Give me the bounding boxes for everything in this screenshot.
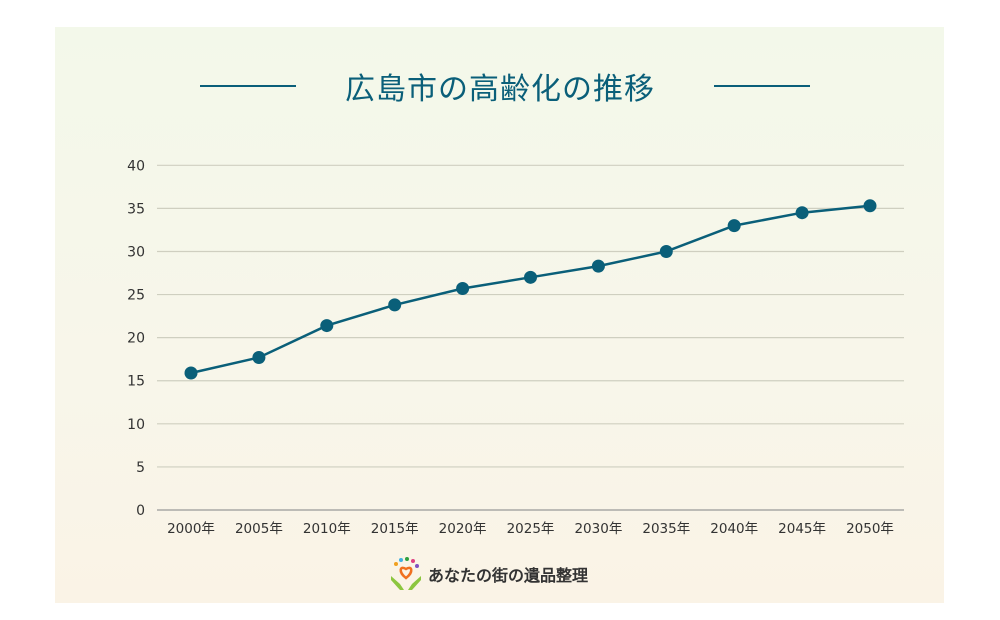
x-tick-label: 2000年 [167, 521, 215, 537]
y-tick-label: 20 [127, 331, 145, 347]
x-tick-label: 2025年 [507, 521, 555, 537]
series-line [190, 204, 871, 375]
data-point [320, 319, 334, 333]
y-tick-label: 25 [127, 288, 145, 304]
y-tick-label: 40 [127, 158, 145, 174]
y-tick-label: 0 [136, 503, 145, 519]
brand-logo: あなたの街の遺品整理 [388, 556, 588, 592]
title-rule-right [714, 85, 810, 87]
logo-text: あなたの街の遺品整理 [428, 566, 589, 585]
x-tick-label: 2030年 [574, 521, 622, 537]
x-tick-label: 2045年 [778, 521, 826, 537]
chart-card [55, 27, 944, 603]
y-tick-label: 5 [136, 460, 145, 476]
x-tick-label: 2035年 [642, 521, 690, 537]
data-point [863, 199, 877, 213]
y-tick-label: 10 [127, 417, 145, 433]
x-tick-label: 2010年 [303, 521, 351, 537]
x-tick-label: 2020年 [439, 521, 487, 537]
data-point [727, 219, 741, 233]
data-point [184, 366, 198, 380]
data-point [388, 298, 402, 312]
chart-title: 広島市の高齢化の推移 [345, 72, 655, 107]
title-rule-left [200, 85, 296, 87]
y-tick-label: 15 [127, 374, 145, 390]
hands-heart-logo-icon [391, 557, 421, 590]
x-tick-label: 2015年 [371, 521, 419, 537]
y-tick-label: 35 [127, 201, 145, 217]
x-tick-label: 2050年 [846, 521, 894, 537]
y-tick-label: 30 [127, 244, 145, 260]
x-tick-label: 2040年 [710, 521, 758, 537]
data-point [524, 270, 537, 284]
x-tick-label: 2005年 [235, 521, 283, 537]
data-point [795, 206, 809, 220]
data-point [252, 350, 266, 364]
data-point [591, 259, 605, 273]
data-point [659, 244, 673, 258]
data-point [456, 282, 470, 296]
